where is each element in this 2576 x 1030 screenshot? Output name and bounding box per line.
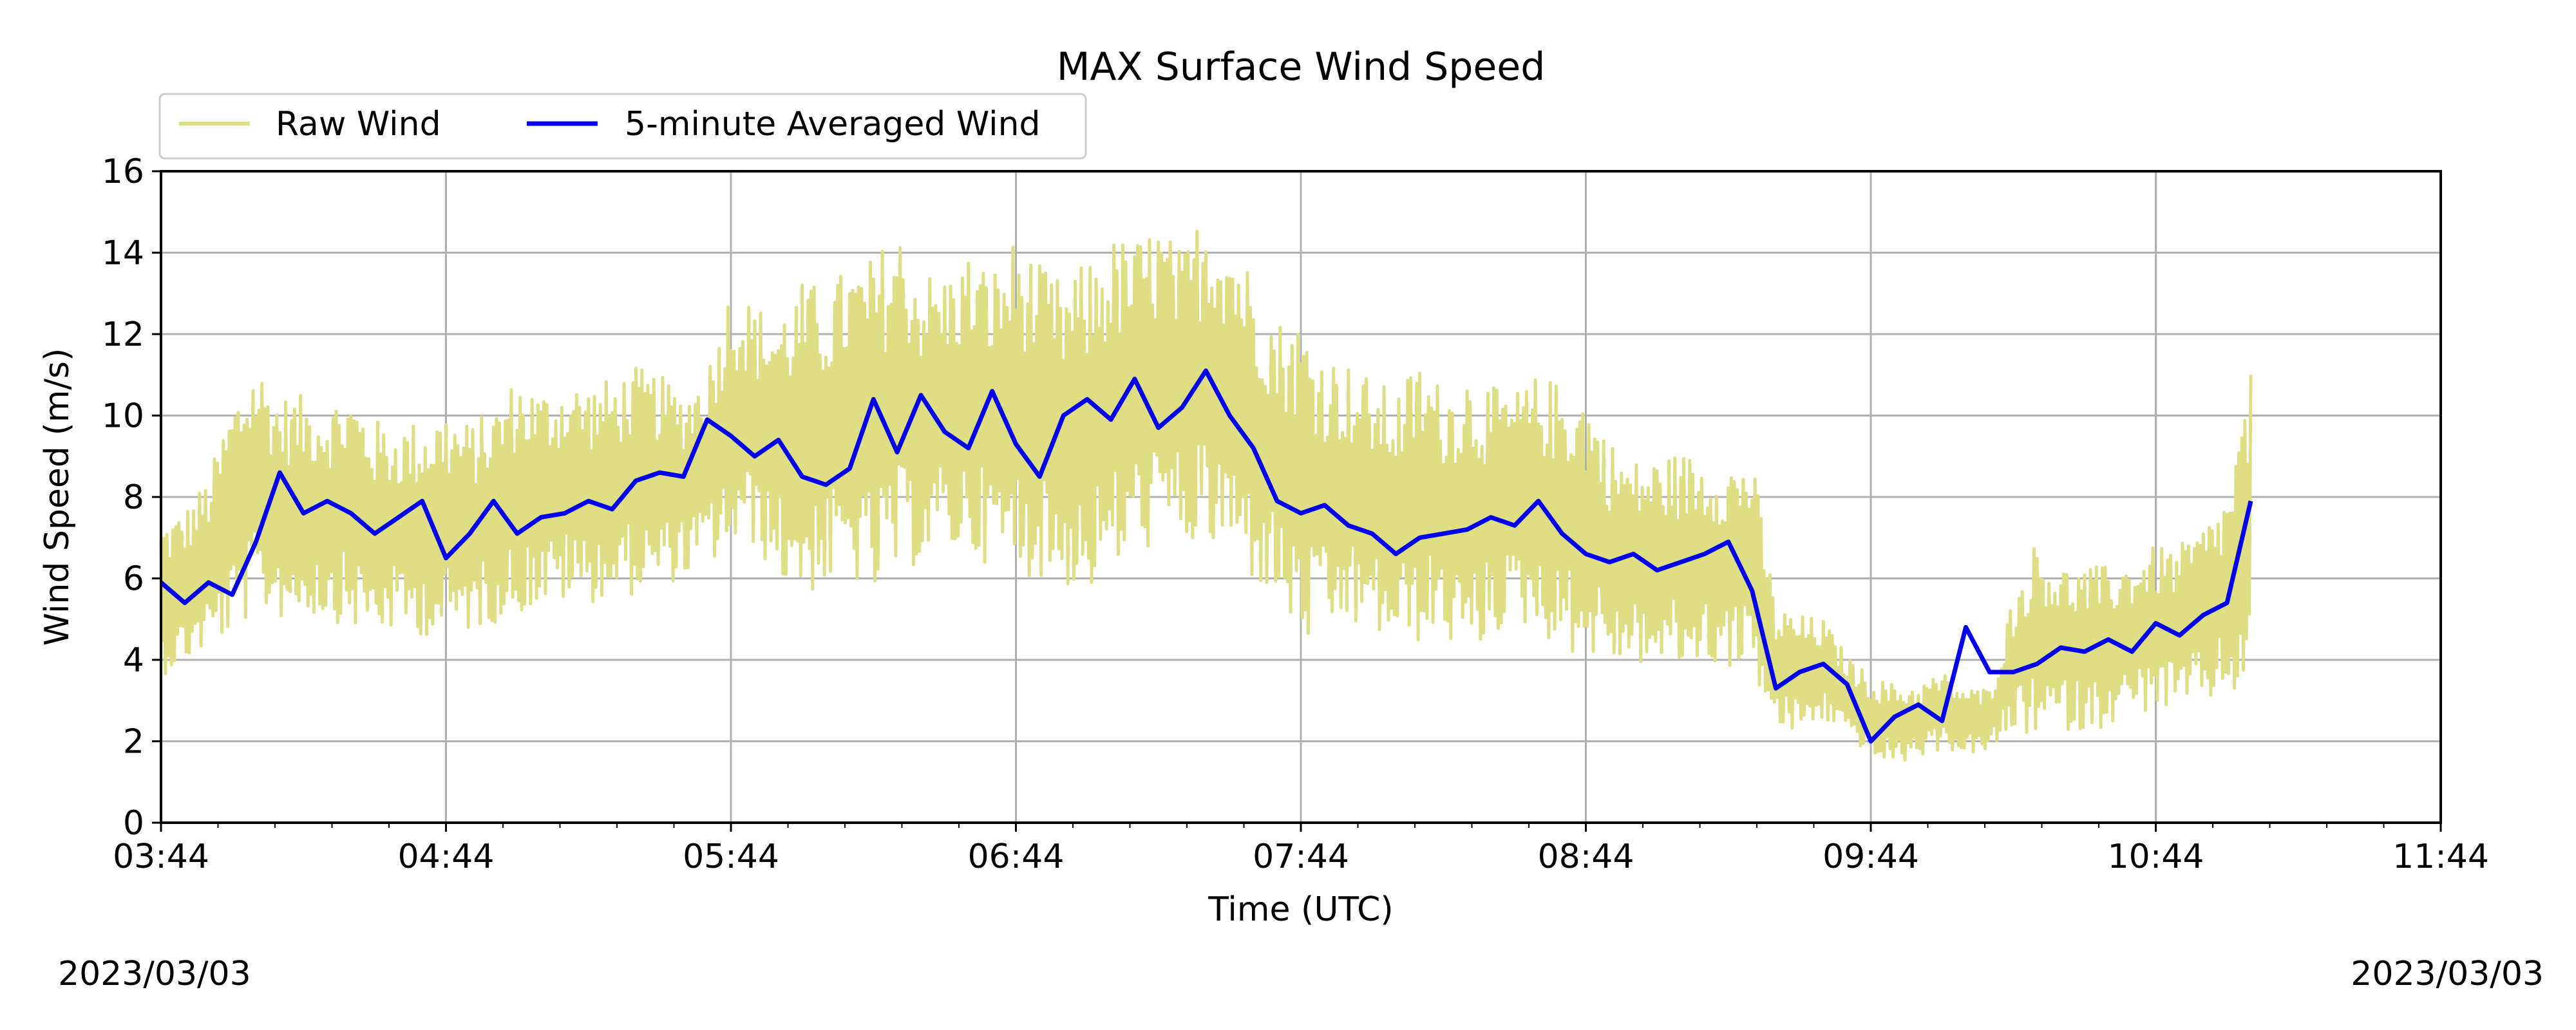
y-tick-label: 4 xyxy=(123,641,144,680)
legend-label-raw-wind: Raw Wind xyxy=(276,105,441,144)
x-axis-ticks: 03:44 04:44 05:44 06:44 07:44 08:44 09:44 10:44… xyxy=(113,823,2489,876)
legend-label-averaged-wind: 5-minute Averaged Wind xyxy=(625,105,1041,144)
x-tick-label: 10:44 xyxy=(2108,838,2204,876)
y-tick-label: 16 xyxy=(102,153,144,191)
x-tick-label: 09:44 xyxy=(1823,838,1919,876)
y-tick-label: 10 xyxy=(102,397,144,436)
y-axis-ticks: 0 2 4 6 8 10 12 14 16 xyxy=(102,153,161,843)
legend-box xyxy=(158,93,1087,160)
x-axis-label: Time (UTC) xyxy=(1208,890,1393,929)
y-axis-label: Wind Speed (m/s) xyxy=(38,348,77,646)
y-tick-label: 8 xyxy=(123,478,144,517)
y-tick-label: 12 xyxy=(102,315,144,354)
x-tick-label: 05:44 xyxy=(683,838,779,876)
raw-wind-line xyxy=(159,229,2253,762)
chart-title: MAX Surface Wind Speed xyxy=(1057,44,1546,89)
y-tick-label: 0 xyxy=(123,804,144,843)
date-right: 2023/03/03 xyxy=(2351,955,2544,993)
y-tick-label: 2 xyxy=(123,723,144,762)
x-tick-label: 07:44 xyxy=(1253,838,1349,876)
y-tick-label: 14 xyxy=(102,234,144,273)
x-tick-label: 06:44 xyxy=(968,838,1065,876)
legend: Raw Wind 5-minute Averaged Wind xyxy=(158,93,1087,160)
y-tick-label: 6 xyxy=(123,560,144,599)
x-tick-label: 03:44 xyxy=(113,838,209,876)
x-tick-label: 04:44 xyxy=(398,838,495,876)
x-tick-label: 08:44 xyxy=(1538,838,1634,876)
date-left: 2023/03/03 xyxy=(58,955,251,993)
raw-wind-series xyxy=(159,229,2253,762)
averaged-wind-points xyxy=(160,370,2251,742)
x-tick-label: 11:44 xyxy=(2392,838,2489,876)
